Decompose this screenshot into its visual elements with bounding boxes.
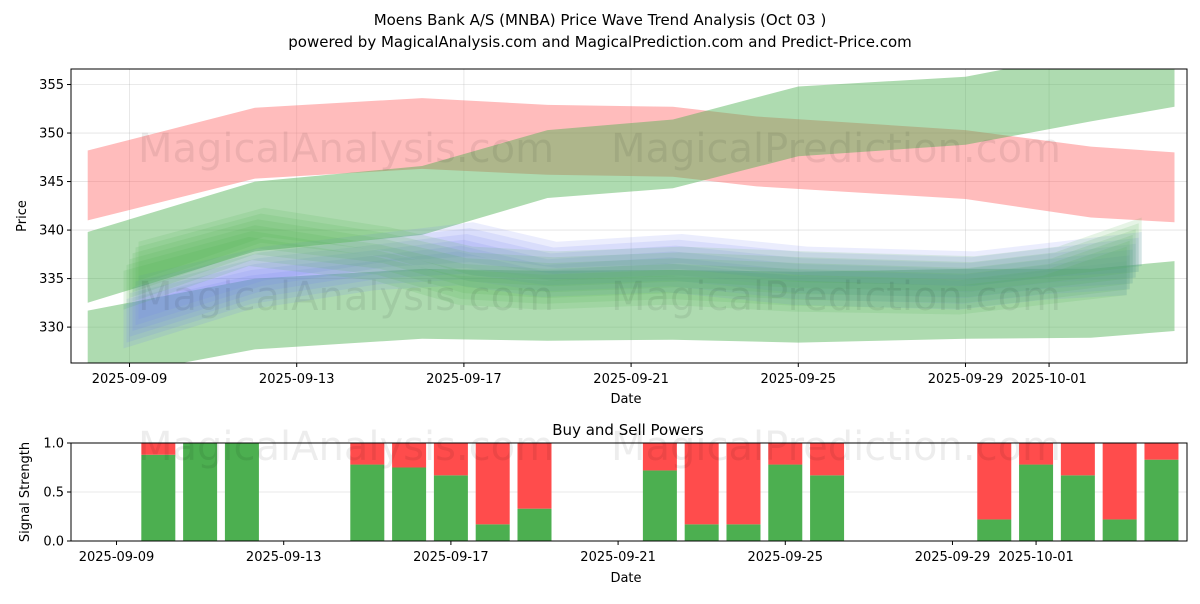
price-wave-green xyxy=(135,213,1139,292)
signal-y-tick-label: 0.5 xyxy=(43,486,64,501)
price-y-tick-label: 340 xyxy=(39,224,64,239)
sell-bar xyxy=(810,443,845,476)
price-wave-green xyxy=(132,219,1136,297)
buy-bar xyxy=(684,524,719,541)
price-wave-blue xyxy=(132,234,1136,331)
buy-bar xyxy=(977,519,1012,541)
signal-x-tick-label: 2025-09-17 xyxy=(413,550,489,565)
price-x-label: Date xyxy=(610,392,641,407)
price-x-ticks: 2025-09-09 2025-09-13 2025-09-17 2025-09-21… xyxy=(92,363,1087,387)
price-x-tick-label: 2025-09-29 xyxy=(928,372,1004,387)
buy-bar xyxy=(475,524,510,541)
price-wave-blue xyxy=(129,239,1133,337)
price-wave-blue xyxy=(126,245,1130,343)
buy-bar xyxy=(1019,464,1054,541)
price-wave-blue xyxy=(123,251,1127,349)
price-x-tick-label: 2025-09-09 xyxy=(92,372,168,387)
price-panel: MagicalAnalysis.com MagicalPrediction.co… xyxy=(15,68,1188,407)
price-wave-blue xyxy=(135,228,1139,326)
signal-panel: Buy and Sell Powers MagicalAnalysis.com … xyxy=(18,421,1188,586)
buy-bar xyxy=(141,454,176,541)
sell-bar xyxy=(475,443,510,525)
signal-x-tick-label: 2025-09-29 xyxy=(915,550,991,565)
sell-bar xyxy=(977,443,1012,520)
signal-y-ticks: 0.0 0.5 1.0 xyxy=(43,437,71,550)
watermark-5: MagicalAnalysis.com xyxy=(138,424,554,470)
price-wave-green xyxy=(138,207,1142,286)
sell-bar xyxy=(433,443,468,476)
signal-x-ticks: 2025-09-09 2025-09-13 2025-09-17 2025-09-21… xyxy=(79,541,1074,565)
price-y-label: Price xyxy=(15,200,30,232)
signal-x-tick-label: 2025-09-25 xyxy=(747,550,823,565)
signal-x-tick-label: 2025-09-13 xyxy=(246,550,322,565)
price-x-tick-label: 2025-09-17 xyxy=(426,372,502,387)
sell-bar xyxy=(1102,443,1137,520)
sell-bar xyxy=(350,443,385,465)
price-y-tick-label: 330 xyxy=(39,321,64,336)
price-x-tick-label: 2025-09-13 xyxy=(259,372,335,387)
signal-bars xyxy=(141,443,1179,541)
watermark-1: MagicalAnalysis.com xyxy=(138,126,554,172)
buy-bar xyxy=(350,464,385,541)
sell-bar xyxy=(1144,443,1179,460)
price-y-ticks: 330 335 340 345 350 355 xyxy=(39,78,71,336)
signal-x-tick-label: 2025-09-09 xyxy=(79,550,155,565)
signal-x-label: Date xyxy=(610,571,641,586)
watermark-4: MagicalPrediction.com xyxy=(611,274,1061,320)
price-band-green xyxy=(87,261,1175,363)
sell-bar xyxy=(1019,443,1054,465)
sell-bar xyxy=(517,443,552,509)
buy-bar xyxy=(810,475,845,541)
signal-y-tick-label: 0.0 xyxy=(43,535,64,550)
price-y-tick-label: 355 xyxy=(39,78,64,93)
buy-bar xyxy=(392,467,427,541)
price-x-tick-label: 2025-10-01 xyxy=(1011,372,1087,387)
price-gridlines xyxy=(71,69,1187,363)
watermark-6: MagicalPrediction.com xyxy=(611,424,1061,470)
price-x-tick-label: 2025-09-21 xyxy=(593,372,669,387)
signal-title: Buy and Sell Powers xyxy=(552,421,704,439)
buy-bar xyxy=(224,443,259,541)
signal-x-tick-label: 2025-10-01 xyxy=(998,550,1074,565)
buy-bar xyxy=(1144,459,1179,541)
buy-bar xyxy=(642,470,677,541)
sell-bar xyxy=(684,443,719,525)
buy-bar xyxy=(1102,519,1137,541)
price-wave-green xyxy=(129,225,1133,303)
buy-bar xyxy=(1060,475,1095,541)
price-band-red xyxy=(87,98,1175,223)
sell-bar xyxy=(768,443,803,465)
price-y-tick-label: 350 xyxy=(39,127,64,142)
buy-bar xyxy=(768,464,803,541)
chart-subtitle: powered by MagicalAnalysis.com and Magic… xyxy=(288,33,912,51)
buy-bar xyxy=(183,443,218,541)
signal-y-label: Signal Strength xyxy=(18,442,33,542)
signal-x-tick-label: 2025-09-21 xyxy=(580,550,656,565)
price-bands xyxy=(87,69,1175,363)
signal-y-tick-label: 1.0 xyxy=(43,437,64,452)
watermark-3: MagicalAnalysis.com xyxy=(138,274,554,320)
price-y-tick-label: 345 xyxy=(39,175,64,190)
price-wave-blue xyxy=(138,222,1142,320)
price-wave-green xyxy=(126,231,1130,309)
sell-bar xyxy=(642,443,677,471)
price-y-tick-label: 335 xyxy=(39,272,64,287)
buy-bar xyxy=(433,475,468,541)
sell-bar xyxy=(141,443,176,455)
chart-title: Moens Bank A/S (MNBA) Price Wave Trend A… xyxy=(374,11,827,29)
price-axes-frame xyxy=(70,68,1188,364)
buy-bar xyxy=(726,524,761,541)
sell-bar xyxy=(1060,443,1095,476)
watermark-2: MagicalPrediction.com xyxy=(611,126,1061,172)
sell-bar xyxy=(392,443,427,468)
buy-bar xyxy=(517,508,552,541)
price-wave-green xyxy=(123,236,1127,315)
price-x-tick-label: 2025-09-25 xyxy=(760,372,836,387)
price-band-green xyxy=(87,69,1175,303)
sell-bar xyxy=(726,443,761,525)
